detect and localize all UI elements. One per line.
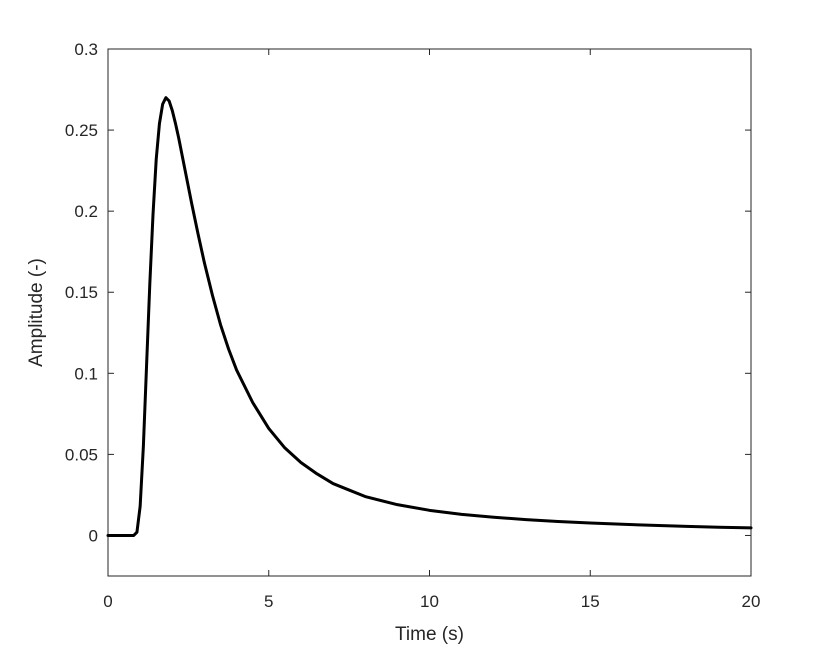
x-tick-label: 10 bbox=[420, 592, 439, 611]
series-line-0 bbox=[106, 96, 753, 537]
x-tick-label: 5 bbox=[264, 592, 273, 611]
y-tick-label: 0.05 bbox=[65, 445, 98, 464]
series-layer bbox=[106, 96, 753, 537]
y-tick-label: 0.1 bbox=[74, 364, 98, 383]
y-tick-label: 0.15 bbox=[65, 283, 98, 302]
y-tick-label: 0.3 bbox=[74, 40, 98, 59]
y-tick-label: 0 bbox=[89, 526, 98, 545]
x-tick-label: 0 bbox=[103, 592, 112, 611]
x-axis-label: Time (s) bbox=[395, 624, 464, 645]
x-axis-ticks: 0 5 10 15 20 bbox=[103, 49, 760, 611]
y-axis-label: Amplitude (-) bbox=[26, 258, 47, 367]
x-tick-label: 15 bbox=[581, 592, 600, 611]
x-tick-label: 20 bbox=[742, 592, 761, 611]
y-tick-label: 0.25 bbox=[65, 121, 98, 140]
y-axis-ticks: 0 0.05 0.1 0.15 0.2 0.25 0.3 bbox=[65, 40, 751, 545]
y-tick-label: 0.2 bbox=[74, 202, 98, 221]
